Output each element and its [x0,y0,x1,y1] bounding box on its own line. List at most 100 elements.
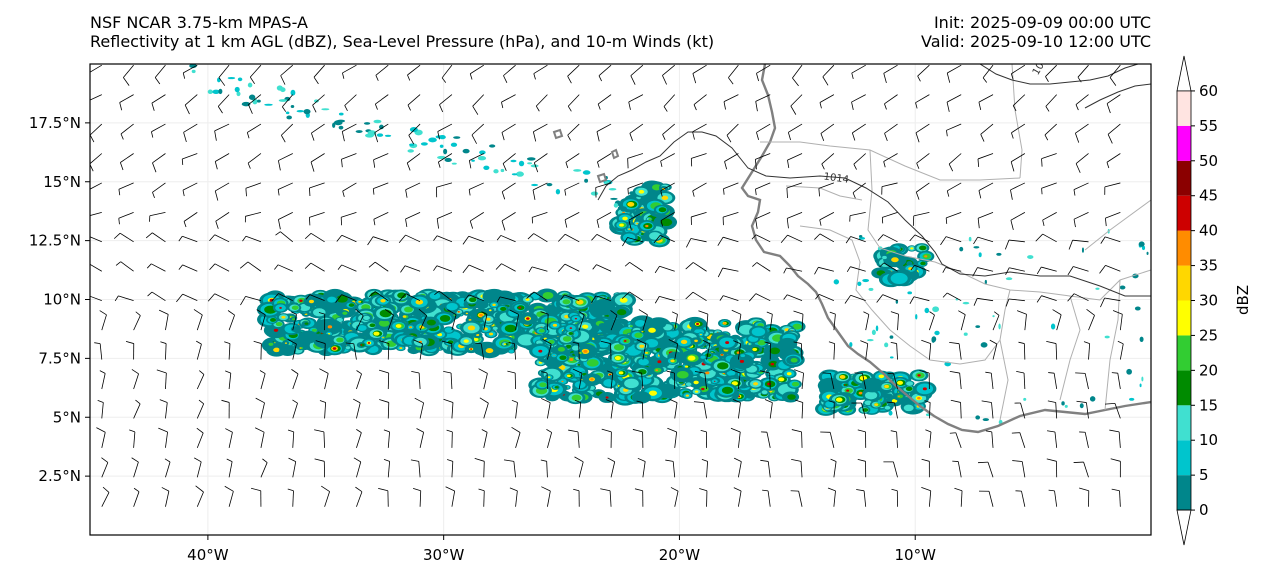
reflectivity-cell [562,336,572,342]
reflectivity-cell [696,322,700,326]
reflectivity-cell [638,189,645,194]
colorbar-segment [1177,440,1191,476]
reflectivity-cell [477,156,487,161]
reflectivity-cell [583,349,588,353]
reflectivity-cell [207,89,213,95]
reflectivity-cell [444,327,453,333]
reflectivity-cell [303,108,311,115]
reflectivity-cell [998,323,1001,330]
reflectivity-cell [740,354,746,358]
reflectivity-cell [906,381,914,386]
reflectivity-cell [409,326,412,328]
reflectivity-cell [891,257,899,263]
reflectivity-cell [868,287,874,291]
reflectivity-cell [613,203,619,208]
reflectivity-cell [444,157,452,163]
reflectivity-cell [907,291,913,295]
reflectivity-cell [279,345,297,356]
reflectivity-cell [608,374,618,381]
reflectivity-cell [278,99,288,102]
reflectivity-cell [290,89,296,96]
lon-tick-label: 40°W [187,546,229,564]
reflectivity-cell [917,374,921,377]
reflectivity-cell [281,315,286,319]
reflectivity-cell [640,233,644,236]
reflectivity-cell [348,303,355,307]
lat-tick-label: 15°N [43,173,81,191]
reflectivity-cell [713,380,716,382]
reflectivity-cell [962,301,970,305]
reflectivity-cell [273,328,279,332]
reflectivity-cell [915,314,918,320]
lat-tick-label: 7.5°N [38,349,81,367]
reflectivity-cell [875,325,879,332]
reflectivity-cell [657,360,662,364]
reflectivity-cell [485,348,494,354]
reflectivity-cell [569,358,574,361]
reflectivity-cell [369,323,376,328]
reflectivity-cell [889,356,894,359]
reflectivity-cell [680,339,688,345]
reflectivity-cell [701,387,705,391]
reflectivity-cell [777,337,798,351]
colorbar-tick-label: 10 [1199,431,1218,449]
reflectivity-cell [978,252,982,258]
reflectivity-cell [420,142,428,146]
reflectivity-cell [649,232,661,240]
colorbar-tick-label: 20 [1199,361,1218,379]
reflectivity-cell [590,378,594,381]
reflectivity-cell [462,148,470,154]
reflectivity-cell [963,332,968,336]
reflectivity-cell [546,182,553,187]
reflectivity-cell [922,387,927,391]
colorbar-tick-label: 35 [1199,257,1218,275]
reflectivity-cell [538,328,545,333]
reflectivity-cell [1089,396,1096,402]
reflectivity-cell [539,382,547,388]
reflectivity-cell [1139,336,1144,343]
reflectivity-cell [576,299,584,305]
reflectivity-cell [547,376,551,379]
reflectivity-cell [504,324,517,333]
reflectivity-cell [279,306,282,309]
reflectivity-cell [268,342,274,346]
reflectivity-cell [791,381,800,387]
reflectivity-cell [610,197,618,200]
reflectivity-cell [739,359,745,363]
reflectivity-cell [280,87,286,93]
reflectivity-cell [603,378,616,387]
reflectivity-cell [619,297,628,303]
reflectivity-cell [608,187,617,191]
reflectivity-cell [426,319,436,326]
reflectivity-cell [332,347,337,350]
reflectivity-cell [373,119,382,124]
reflectivity-cell [234,86,240,93]
reflectivity-cell [790,358,798,363]
reflectivity-cell [308,299,315,304]
reflectivity-cell [479,313,483,317]
reflectivity-cell [1005,277,1013,281]
reflectivity-cell [839,374,846,379]
colorbar-tick-label: 15 [1199,396,1218,414]
reflectivity-cell [404,306,413,313]
reflectivity-cell [623,340,627,342]
reflectivity-cell [723,322,726,325]
reflectivity-cell [897,380,904,385]
colorbar-tick-label: 25 [1199,326,1218,344]
reflectivity-cell [363,315,370,321]
reflectivity-cell [934,330,940,336]
reflectivity-cell [256,99,261,103]
reflectivity-cell [619,223,624,227]
reflectivity-cell [968,236,972,242]
reflectivity-cell [700,355,706,359]
reflectivity-cell [670,359,675,363]
reflectivity-cell [538,349,543,353]
reflectivity-cell [705,353,712,358]
reflectivity-cell [879,249,884,256]
reflectivity-cell [526,317,530,320]
reflectivity-cell [843,384,846,386]
reflectivity-cell [373,331,380,336]
reflectivity-cell [358,300,362,303]
reflectivity-cell [402,315,407,318]
reflectivity-cell [924,307,930,314]
